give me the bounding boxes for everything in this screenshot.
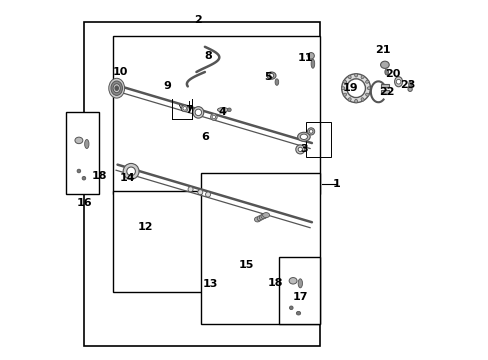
Ellipse shape <box>108 78 124 98</box>
Ellipse shape <box>193 107 203 118</box>
Bar <box>201 173 320 324</box>
Circle shape <box>123 163 139 179</box>
Ellipse shape <box>181 105 187 112</box>
Ellipse shape <box>347 98 350 101</box>
Ellipse shape <box>205 192 210 197</box>
Ellipse shape <box>380 61 388 68</box>
Ellipse shape <box>309 130 312 133</box>
Text: 11: 11 <box>297 53 313 63</box>
Bar <box>113 36 320 194</box>
Text: 10: 10 <box>112 67 128 77</box>
Ellipse shape <box>343 93 346 96</box>
Text: 23: 23 <box>399 80 414 90</box>
Ellipse shape <box>298 279 302 288</box>
Circle shape <box>341 74 370 103</box>
Bar <box>381 90 388 94</box>
Text: 18: 18 <box>92 171 107 181</box>
Text: 3: 3 <box>300 144 307 154</box>
Text: 4: 4 <box>219 107 226 117</box>
Ellipse shape <box>360 75 364 79</box>
Ellipse shape <box>82 176 85 180</box>
Ellipse shape <box>394 77 402 87</box>
Ellipse shape <box>195 109 201 116</box>
Text: 21: 21 <box>375 45 390 55</box>
Ellipse shape <box>297 132 309 141</box>
Ellipse shape <box>347 75 350 79</box>
Circle shape <box>346 79 365 98</box>
Text: 1: 1 <box>332 179 340 189</box>
Ellipse shape <box>407 87 411 91</box>
Text: 15: 15 <box>238 260 253 270</box>
Text: 9: 9 <box>163 81 171 91</box>
Ellipse shape <box>296 311 300 315</box>
Ellipse shape <box>254 217 260 222</box>
Ellipse shape <box>111 81 122 95</box>
Ellipse shape <box>360 98 364 101</box>
Ellipse shape <box>343 80 346 83</box>
Text: 17: 17 <box>292 292 307 302</box>
Text: 8: 8 <box>204 51 212 61</box>
Ellipse shape <box>115 86 118 90</box>
Ellipse shape <box>289 306 292 310</box>
Circle shape <box>126 167 135 176</box>
Ellipse shape <box>354 73 357 77</box>
Bar <box>84 22 320 346</box>
Ellipse shape <box>354 99 357 103</box>
Text: 6: 6 <box>201 132 208 142</box>
Ellipse shape <box>288 278 296 284</box>
Ellipse shape <box>259 215 264 220</box>
Ellipse shape <box>366 87 370 90</box>
Ellipse shape <box>298 147 302 152</box>
Ellipse shape <box>266 72 275 79</box>
Text: 19: 19 <box>342 83 358 93</box>
Text: 13: 13 <box>202 279 218 289</box>
Text: 12: 12 <box>138 222 153 232</box>
Ellipse shape <box>217 108 228 112</box>
Text: 20: 20 <box>385 69 400 79</box>
Ellipse shape <box>212 115 215 119</box>
Ellipse shape <box>113 84 120 93</box>
Ellipse shape <box>275 79 278 85</box>
Ellipse shape <box>310 59 314 68</box>
Ellipse shape <box>295 145 304 154</box>
Bar <box>66 112 99 194</box>
Ellipse shape <box>395 79 400 84</box>
Ellipse shape <box>227 108 231 112</box>
Bar <box>113 191 215 292</box>
Text: 2: 2 <box>193 15 201 25</box>
Text: 22: 22 <box>378 87 394 97</box>
Ellipse shape <box>188 187 193 192</box>
Text: 18: 18 <box>267 278 282 288</box>
Ellipse shape <box>384 69 387 75</box>
Ellipse shape <box>307 128 314 135</box>
Ellipse shape <box>300 134 307 139</box>
Text: 7: 7 <box>184 105 192 115</box>
Bar <box>305 122 330 157</box>
Ellipse shape <box>269 73 273 78</box>
Ellipse shape <box>261 213 266 219</box>
Ellipse shape <box>307 53 314 59</box>
Text: 5: 5 <box>264 72 271 82</box>
Ellipse shape <box>257 216 262 221</box>
Ellipse shape <box>84 139 89 148</box>
Ellipse shape <box>262 212 269 217</box>
Text: 14: 14 <box>120 173 135 183</box>
Ellipse shape <box>365 93 368 96</box>
Ellipse shape <box>75 137 82 144</box>
Text: 16: 16 <box>76 198 92 208</box>
Ellipse shape <box>341 87 344 90</box>
Bar <box>381 84 388 87</box>
Ellipse shape <box>197 190 203 195</box>
Ellipse shape <box>210 114 217 120</box>
Ellipse shape <box>183 107 186 110</box>
Ellipse shape <box>408 81 411 88</box>
Bar <box>278 257 320 324</box>
Ellipse shape <box>77 169 81 173</box>
Ellipse shape <box>365 80 368 83</box>
